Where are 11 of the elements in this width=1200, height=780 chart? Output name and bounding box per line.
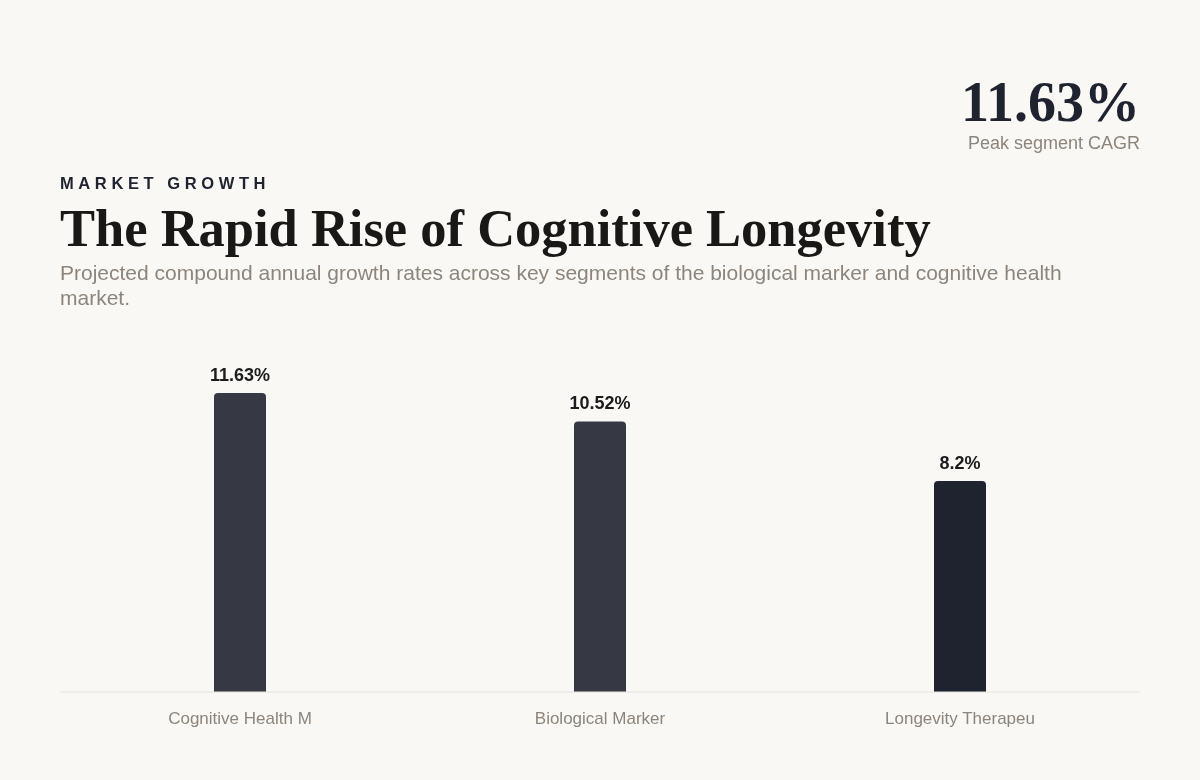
chart-title: The Rapid Rise of Cognitive Longevity [60, 198, 931, 258]
x-tick-label: Cognitive Health M [168, 709, 312, 729]
text: MARKET GROWTH [60, 174, 271, 193]
text: 11.63% [961, 71, 1140, 133]
data-label: 11.63% [209, 364, 271, 385]
text: Peak segment CAGR [967, 133, 1140, 154]
x-tick-label: Longevity Therapeu [885, 709, 1035, 729]
data-label: 8.2% [939, 453, 981, 474]
chart-subtitle: Projected compound annual growth rates across key segments of the biological marker and cognitive health market. [60, 260, 1063, 310]
data-label: 10.52% [569, 393, 631, 414]
x-tick-label: Biological Marker [534, 709, 666, 729]
